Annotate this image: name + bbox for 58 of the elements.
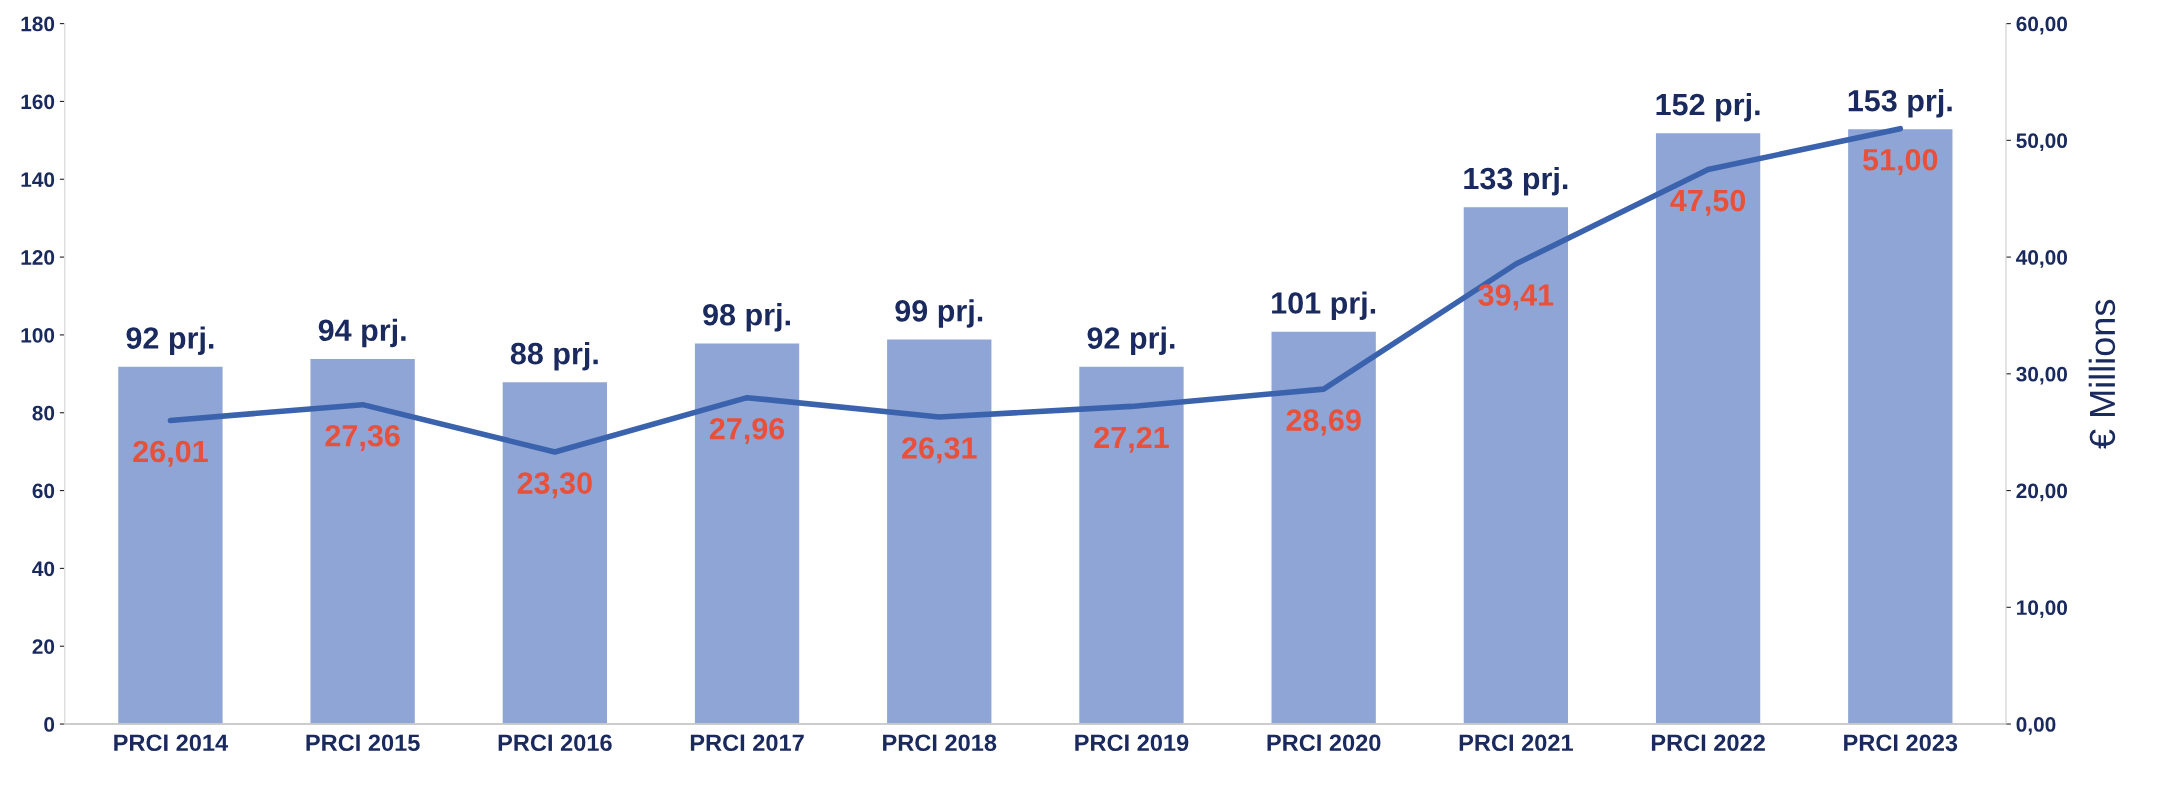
data-label: 88 prj. (510, 342, 598, 371)
bar (885, 338, 993, 725)
bar (1270, 330, 1378, 725)
bar (501, 380, 609, 725)
data-label: 92 prj. (1087, 326, 1175, 355)
x-tick-label: PRCI 2018 (883, 734, 997, 752)
data-label: 98 prj. (703, 303, 790, 332)
x-tick-label: PRCI 2021 (1459, 734, 1573, 752)
x-tick-label: PRCI 2022 (1651, 734, 1765, 752)
data-label: 99 prj. (895, 299, 983, 328)
y-tick-label: 160 (21, 94, 55, 110)
bar (1462, 205, 1570, 725)
data-label: 39,41 (1478, 284, 1554, 311)
x-tick-label: PRCI 2019 (1075, 734, 1189, 752)
data-label: 133 prj. (1464, 166, 1568, 196)
y2-tick-label: 0,00 (2016, 717, 2056, 735)
data-label: 26,01 (133, 440, 208, 467)
data-label: 27,21 (1094, 426, 1169, 453)
bar (309, 357, 417, 725)
bar (116, 365, 224, 725)
bar (1077, 365, 1186, 725)
data-label: 152 prj. (1656, 92, 1760, 122)
data-label: 92 prj. (126, 326, 214, 355)
data-label: 27,36 (325, 424, 400, 451)
y-tick-label: 60 (32, 483, 55, 499)
data-label: 51,00 (1863, 148, 1938, 175)
x-tick-label: PRCI 2023 (1844, 734, 1958, 752)
data-label: 94 prj. (318, 318, 406, 348)
y-tick-label: 0 (44, 717, 55, 732)
y2-tick-label: 30,00 (2016, 366, 2068, 385)
y2-tick-label: 60,00 (2016, 16, 2068, 35)
y-tick-label: 20 (32, 639, 55, 654)
y-tick-label: 120 (21, 250, 55, 265)
data-label: 28,69 (1286, 409, 1361, 436)
data-label: 47,50 (1670, 189, 1746, 216)
y2-tick-label: 20,00 (2016, 483, 2068, 502)
x-tick-label: PRCI 2017 (690, 734, 804, 752)
x-tick-label: PRCI 2016 (498, 734, 612, 752)
y2-tick-label: 10,00 (2017, 600, 2068, 619)
x-tick-label: PRCI 2015 (306, 734, 420, 752)
y2-tick-label: 50,00 (2016, 133, 2068, 152)
y-tick-label: 180 (21, 16, 55, 32)
x-tick-label: PRCI 2014 (114, 734, 229, 752)
data-label: 153 prj. (1848, 89, 1952, 118)
y2-tick-label: 40,00 (2016, 250, 2068, 268)
y2-axis-title: € Millions (2088, 299, 2116, 449)
y-tick-label: 80 (32, 405, 55, 421)
x-tick-label: PRCI 2020 (1267, 734, 1381, 752)
y-tick-label: 40 (32, 561, 55, 577)
data-label: 26,31 (902, 437, 977, 464)
bar (693, 341, 801, 725)
y-tick-label: 140 (21, 172, 55, 188)
bar (1654, 131, 1762, 725)
data-label: 101 prj. (1272, 291, 1376, 320)
data-label: 23,30 (517, 472, 592, 499)
y-tick-label: 100 (21, 327, 55, 343)
bar (1846, 127, 1954, 725)
data-label: 27,96 (709, 417, 785, 444)
